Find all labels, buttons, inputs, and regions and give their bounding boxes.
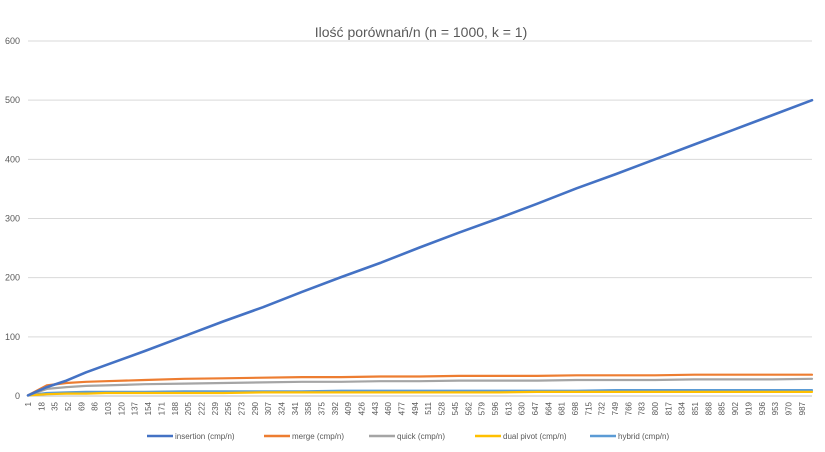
x-tick-label: 1 [24,401,33,406]
x-tick-label: 171 [157,401,166,415]
x-tick-label: 681 [558,401,567,415]
x-tick-label: 256 [224,401,233,415]
x-tick-label: 324 [277,401,286,415]
x-tick-label: 205 [184,401,193,415]
x-tick-label: 596 [491,401,500,415]
y-tick-label: 100 [5,332,20,342]
x-tick-label: 69 [77,401,86,410]
x-tick-label: 273 [237,401,246,415]
legend-label-4: dual pivot (cmp/n) [503,432,567,441]
x-tick-label: 800 [651,401,660,415]
y-tick-label: 600 [5,36,20,46]
x-tick-label: 52 [64,401,73,410]
y-tick-label: 200 [5,273,20,283]
y-tick-label: 400 [5,154,20,164]
x-tick-label: 834 [678,401,687,415]
x-tick-label: 579 [478,401,487,415]
x-tick-label: 613 [504,401,513,415]
x-tick-label: 443 [371,401,380,415]
series-lines [26,98,814,397]
x-tick-label: 630 [518,401,527,415]
x-tick-label: 341 [291,401,300,415]
x-tick-label: 868 [704,401,713,415]
x-tick-label: 647 [531,401,540,415]
x-tick-label: 732 [598,401,607,415]
series-line-2 [26,373,814,397]
x-tick-label: 392 [331,401,340,415]
x-tick-label: 919 [744,401,753,415]
x-tick-label: 851 [691,401,700,415]
x-tick-label: 528 [438,401,447,415]
x-tick-label: 35 [51,401,60,410]
x-tick-label: 477 [398,401,407,415]
x-tick-label: 18 [37,401,46,410]
x-tick-label: 460 [384,401,393,415]
gridlines [28,40,812,397]
x-tick-label: 766 [624,401,633,415]
x-tick-label: 902 [731,401,740,415]
legend: insertion (cmp/n) merge (cmp/n) quick (cmp… [147,432,669,441]
chart-title: Ilość porównań/n (n = 1000, k = 1) [315,24,527,40]
x-tick-label: 103 [104,401,113,415]
legend-label-2: merge (cmp/n) [292,432,344,441]
legend-label-3: quick (cmp/n) [397,432,445,441]
x-tick-label: 885 [718,401,727,415]
x-tick-label: 698 [571,401,580,415]
x-tick-label: 562 [464,401,473,415]
x-tick-label: 188 [171,401,180,415]
x-tick-label: 358 [304,401,313,415]
x-tick-label: 783 [638,401,647,415]
y-axis-ticks: 0 100 200 300 400 500 600 [5,36,20,401]
x-tick-label: 137 [131,401,140,415]
x-tick-label: 375 [318,401,327,415]
x-tick-label: 664 [544,401,553,415]
series-line-4 [26,390,814,397]
y-tick-label: 0 [15,391,20,401]
series-line-1 [26,98,814,397]
x-tick-label: 749 [611,401,620,415]
y-tick-label: 300 [5,214,20,224]
x-tick-label: 545 [451,401,460,415]
series-line-5 [26,389,814,397]
legend-label-5: hybrid (cmp/n) [618,432,669,441]
x-tick-label: 511 [424,401,433,414]
x-tick-label: 970 [784,401,793,415]
y-tick-label: 500 [5,95,20,105]
x-tick-label: 817 [664,401,673,415]
x-tick-label: 222 [197,401,206,415]
x-tick-label: 494 [411,401,420,415]
x-tick-label: 290 [251,401,260,415]
series-line-3 [26,377,814,397]
x-tick-label: 120 [117,401,126,415]
x-tick-label: 307 [264,401,273,415]
x-tick-label: 426 [358,401,367,415]
x-tick-label: 953 [771,401,780,415]
x-axis-ticks: 1 18 35 52 69 86 103 120 137 154 171 188 205 222 239 25… [24,401,807,415]
x-tick-label: 936 [758,401,767,415]
x-tick-label: 715 [584,401,593,415]
legend-label-1: insertion (cmp/n) [175,432,235,441]
x-tick-label: 239 [211,401,220,415]
x-tick-label: 409 [344,401,353,415]
x-tick-label: 86 [91,401,100,410]
x-tick-label: 154 [144,401,153,415]
x-tick-label: 987 [798,401,807,415]
